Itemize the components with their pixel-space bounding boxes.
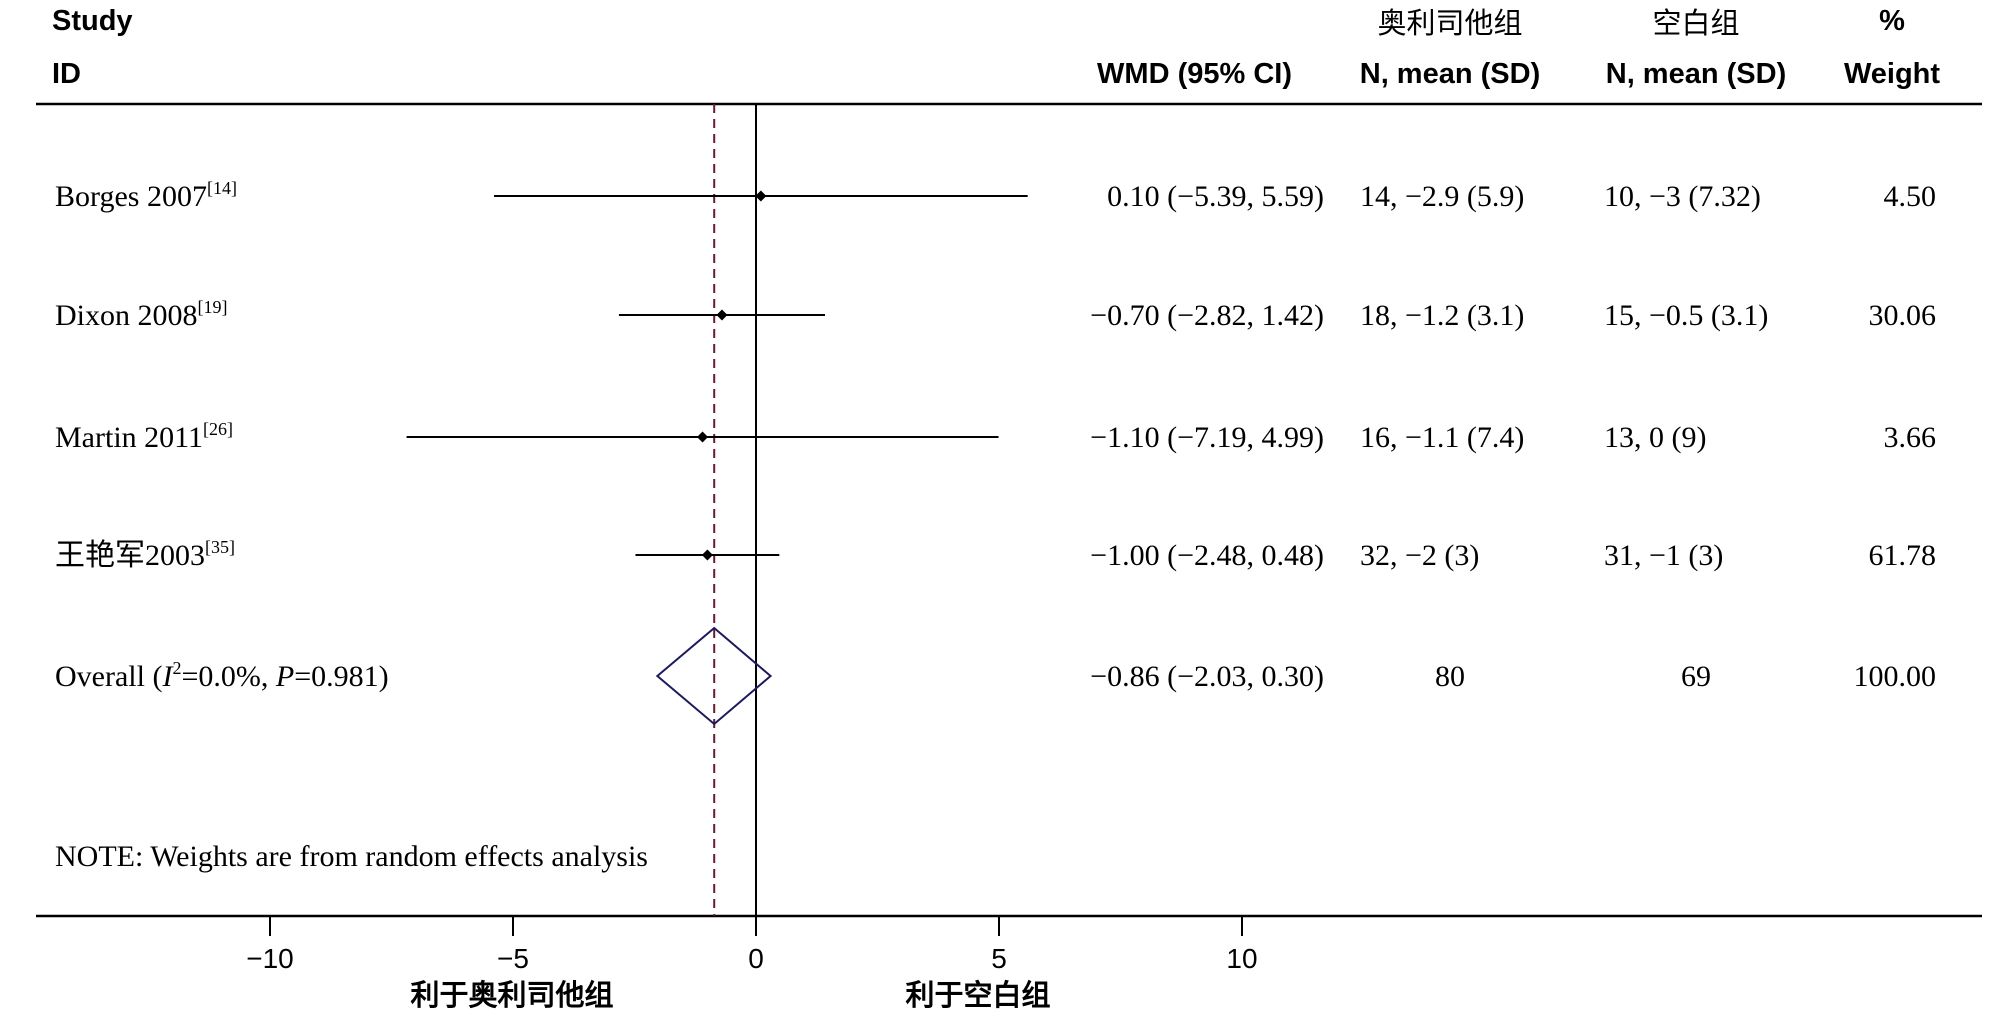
- overall-wmd-ci-text: −0.86 (−2.03, 0.30): [1090, 660, 1324, 693]
- study-label: Martin 2011[26]: [55, 419, 233, 454]
- group1-stats: 32, −2 (3): [1360, 539, 1479, 572]
- group1-stats: 16, −1.1 (7.4): [1360, 421, 1524, 454]
- header-wmd: WMD (95% CI): [1097, 58, 1292, 90]
- point-estimate: [755, 190, 767, 202]
- header-study: Study: [52, 5, 133, 37]
- study-label: 王艳军2003[35]: [55, 537, 235, 572]
- header-group1-sub: N, mean (SD): [1360, 58, 1540, 90]
- study-ref: [26]: [203, 419, 233, 439]
- weight-value: 30.06: [1869, 299, 1937, 332]
- header-weight: Weight: [1844, 58, 1940, 90]
- study-ref: [35]: [205, 537, 235, 557]
- study-ref: [14]: [207, 178, 237, 198]
- group2-stats: 15, −0.5 (3.1): [1604, 299, 1768, 332]
- chart-marks: Borges 2007[14] 0.10 (−5.39, 5.59) 14, −2.…: [55, 104, 1936, 974]
- weight-value: 3.66: [1884, 421, 1937, 454]
- x-tick-label: 10: [1226, 943, 1257, 974]
- point-estimate: [697, 431, 709, 443]
- study-label: Borges 2007[14]: [55, 178, 237, 213]
- header-group2-sub: N, mean (SD): [1606, 58, 1786, 90]
- p-letter: P: [275, 660, 294, 693]
- group2-stats: 31, −1 (3): [1604, 539, 1723, 572]
- p-value: =0.981): [294, 660, 388, 693]
- wmd-ci-text: −1.00 (−2.48, 0.48): [1090, 539, 1324, 572]
- overall-diamond: [655, 626, 773, 726]
- i-squared-sup: 2: [172, 658, 181, 678]
- overall-group1-n: 80: [1435, 660, 1465, 693]
- point-estimate: [716, 309, 728, 321]
- i-squared-letter: I: [161, 660, 174, 693]
- x-tick-label: 0: [748, 943, 764, 974]
- favors-right-label: 利于空白组: [905, 978, 1050, 1010]
- x-tick-label: −10: [246, 943, 294, 974]
- group2-stats: 10, −3 (7.32): [1604, 180, 1761, 213]
- overall-weight: 100.00: [1854, 660, 1937, 693]
- header-group2-name: 空白组: [1652, 6, 1739, 40]
- overall-label: Overall (I2=0.0%, P=0.981): [55, 658, 389, 693]
- study-label: Dixon 2008[19]: [55, 297, 228, 332]
- wmd-ci-text: 0.10 (−5.39, 5.59): [1107, 180, 1324, 213]
- x-tick-label: −5: [497, 943, 529, 974]
- wmd-ci-text: −1.10 (−7.19, 4.99): [1090, 421, 1324, 454]
- weight-value: 4.50: [1884, 180, 1937, 213]
- note-text: NOTE: Weights are from random effects an…: [55, 840, 648, 873]
- i-squared-value: =0.0%,: [181, 660, 275, 693]
- overall-group2-n: 69: [1681, 660, 1711, 693]
- wmd-ci-text: −0.70 (−2.82, 1.42): [1090, 299, 1324, 332]
- study-ref: [19]: [198, 297, 228, 317]
- favors-left-label: 利于奥利司他组: [410, 978, 613, 1010]
- point-estimate: [701, 549, 713, 561]
- group1-stats: 18, −1.2 (3.1): [1360, 299, 1524, 332]
- header-id: ID: [52, 58, 81, 90]
- weight-value: 61.78: [1869, 539, 1937, 572]
- header-weight-pct: %: [1879, 5, 1905, 37]
- x-tick-label: 5: [991, 943, 1007, 974]
- group1-stats: 14, −2.9 (5.9): [1360, 180, 1524, 213]
- header-group1-name: 奥利司他组: [1377, 6, 1522, 40]
- group2-stats: 13, 0 (9): [1604, 421, 1706, 454]
